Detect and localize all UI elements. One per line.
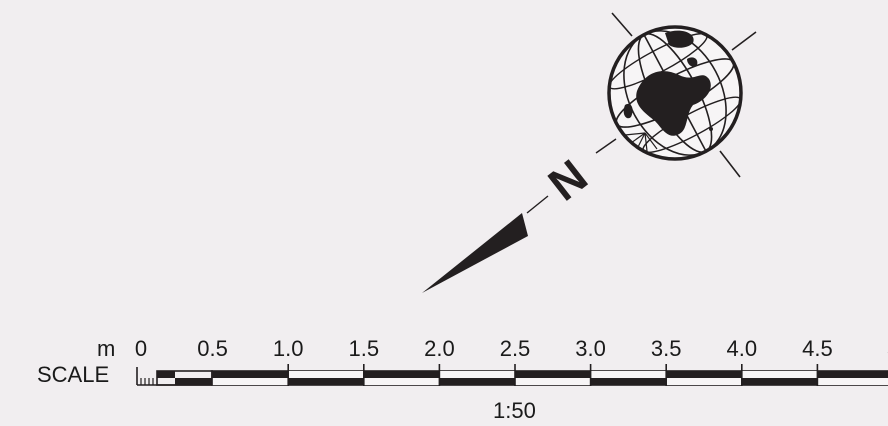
scale-tick-label: 1.5 <box>348 336 380 361</box>
scale-tick-label: 0 <box>134 336 148 361</box>
scale-title-label: SCALE <box>37 362 110 387</box>
north-arrow: N <box>422 12 757 293</box>
scale-segment <box>817 371 888 378</box>
scale-tick-label: 4.5 <box>802 336 833 361</box>
scale-segment <box>666 371 742 378</box>
scale-segment <box>666 378 742 385</box>
svg-text:N: N <box>539 149 597 210</box>
scale-tick-label: 5 <box>887 338 888 360</box>
scale-tick-label: 3.5 <box>650 336 682 361</box>
scale-segment <box>741 378 818 385</box>
scale-segment <box>288 371 364 378</box>
scale-tick-label: 3.0 <box>575 336 606 361</box>
scale-tick-label: 4.0 <box>726 336 758 361</box>
scale-segment <box>741 371 818 378</box>
scale-segment <box>590 378 667 385</box>
scale-tick-label: 0.5 <box>197 336 228 361</box>
globe-icon <box>607 25 743 161</box>
scale-bar <box>136 364 888 386</box>
scale-unit-label: m <box>97 336 116 361</box>
scale-segment <box>363 378 440 385</box>
north-arrow-guide-line <box>526 195 549 214</box>
globe-axis-top <box>611 12 633 37</box>
scale-segment <box>212 371 289 378</box>
scale-segment <box>439 378 515 385</box>
north-letter-icon: N <box>539 149 597 210</box>
globe-axis-bottom <box>719 150 741 178</box>
scale-segment <box>590 371 667 378</box>
scale-segment <box>515 371 591 378</box>
scale-segment <box>288 378 364 385</box>
globe-axis-right <box>731 31 757 51</box>
north-arrow-needle-icon <box>422 213 528 293</box>
scale-segment <box>817 378 888 385</box>
scale-segment <box>439 371 515 378</box>
scale-tick-label: 2.5 <box>499 336 531 361</box>
north-arrow-guide-line-upper <box>595 138 617 154</box>
scale-segment <box>212 378 289 385</box>
scale-tick-label: 1.0 <box>272 336 304 361</box>
scale-tick-label: 2.0 <box>424 336 455 361</box>
scale-segment <box>515 378 591 385</box>
scale-segment <box>363 371 440 378</box>
scale-ratio-label: 1:50 <box>493 398 536 423</box>
